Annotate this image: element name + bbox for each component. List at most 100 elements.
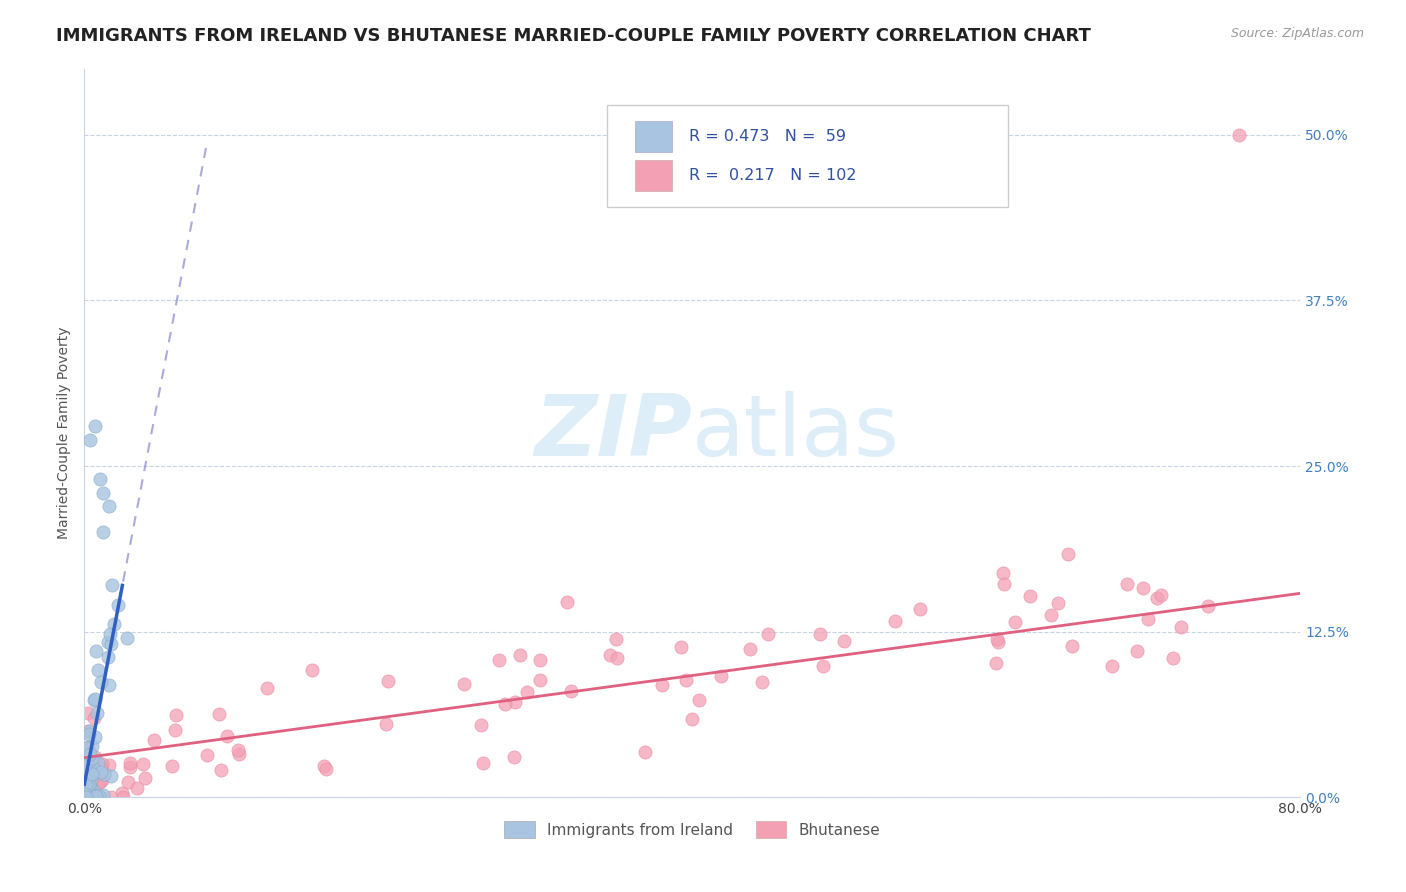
Point [97,499,120,513]
Point [76,756,98,771]
Point [79,727,101,741]
Point [83,691,105,706]
Point [228,747,250,761]
Point [160,759,183,773]
Point [1197,599,1219,614]
Point [73,756,96,770]
Point [75,784,97,798]
Point [312,759,335,773]
Point [76,780,98,794]
Point [1161,651,1184,665]
Point [83,730,105,744]
Point [100,637,122,651]
Point [503,750,526,764]
Point [681,712,703,726]
Point [89,774,111,789]
Point [75,790,97,805]
Point [1046,596,1069,610]
Point [86,706,108,721]
Point [1227,128,1250,142]
Point [453,677,475,691]
Point [98,678,121,692]
FancyBboxPatch shape [636,161,672,191]
Point [84,643,107,657]
Point [991,566,1014,580]
Point [80,780,103,795]
Point [634,746,657,760]
Point [77,766,100,780]
Point [675,673,697,687]
Point [1116,577,1139,591]
Point [756,627,779,641]
Point [90,761,112,775]
Point [738,642,761,657]
Text: atlas: atlas [692,392,900,475]
Point [605,632,627,646]
Point [529,673,551,687]
Point [79,781,101,796]
Point [120,760,142,774]
Point [215,729,238,743]
Point [163,723,186,737]
Point [516,684,538,698]
Point [79,778,101,792]
Point [83,789,105,804]
Legend: Immigrants from Ireland, Bhutanese: Immigrants from Ireland, Bhutanese [498,814,886,845]
Point [599,648,621,662]
Point [1057,547,1080,561]
Point [226,742,249,756]
Point [84,789,107,803]
Point [75,776,97,790]
Point [103,616,125,631]
Point [82,782,104,797]
Point [134,771,156,785]
Point [79,777,101,791]
Point [76,739,98,754]
Point [127,780,149,795]
Point [209,763,232,777]
Point [77,773,100,788]
Point [1018,590,1040,604]
Point [97,758,120,772]
Point [84,419,107,434]
Text: IMMIGRANTS FROM IRELAND VS BHUTANESE MARRIED-COUPLE FAMILY POVERTY CORRELATION C: IMMIGRANTS FROM IRELAND VS BHUTANESE MAR… [56,27,1091,45]
Point [987,634,1010,648]
Point [77,789,100,804]
Point [993,577,1015,591]
Point [117,775,139,789]
Point [1101,659,1123,673]
Point [76,779,98,793]
Point [377,674,399,689]
Point [76,723,98,738]
Point [488,652,510,666]
Point [83,765,105,780]
Point [115,632,138,646]
Text: R =  0.217   N = 102: R = 0.217 N = 102 [689,169,856,183]
Point [76,785,98,799]
Text: Source: ZipAtlas.com: Source: ZipAtlas.com [1230,27,1364,40]
Point [832,634,855,648]
Point [100,578,122,592]
Point [80,751,103,765]
Point [83,711,105,725]
Point [80,788,103,802]
Point [1146,591,1168,606]
Point [470,718,492,732]
Point [1004,615,1026,629]
Point [813,659,835,673]
Point [560,683,582,698]
Point [494,697,516,711]
Point [986,656,1008,670]
Point [76,788,98,802]
Point [118,756,141,770]
Point [86,776,108,790]
Point [87,756,110,770]
Point [195,747,218,762]
Point [208,707,231,722]
Text: R = 0.473   N =  59: R = 0.473 N = 59 [689,128,845,144]
Point [89,472,111,486]
Point [472,756,495,770]
Point [90,674,112,689]
Point [107,599,129,613]
Point [77,724,100,739]
